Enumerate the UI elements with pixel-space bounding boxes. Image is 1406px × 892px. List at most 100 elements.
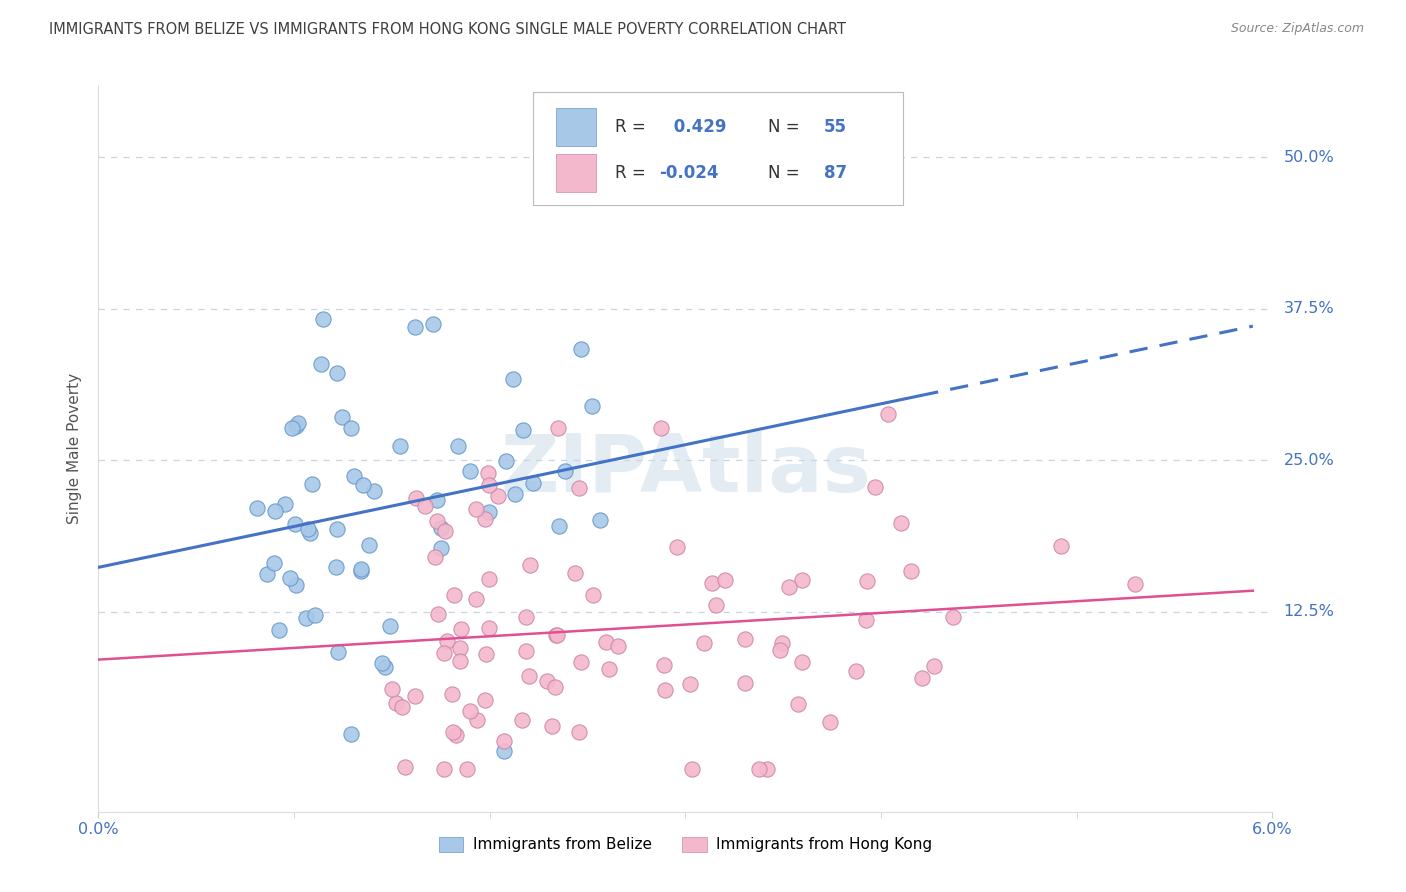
FancyBboxPatch shape <box>533 92 903 204</box>
Point <box>519 669 541 683</box>
Point <box>301 477 323 491</box>
Point <box>569 655 592 669</box>
Point <box>544 680 567 694</box>
Point <box>478 505 501 519</box>
Point <box>495 454 517 468</box>
Point <box>502 372 524 386</box>
Point <box>515 610 537 624</box>
Point <box>287 416 309 430</box>
Point <box>792 573 814 587</box>
Point <box>536 673 558 688</box>
Point <box>456 762 478 776</box>
Point <box>423 550 446 565</box>
Point <box>295 611 318 625</box>
Text: N =: N = <box>768 118 804 136</box>
Point <box>734 632 756 646</box>
Point <box>404 319 426 334</box>
Point <box>734 675 756 690</box>
Point <box>363 483 385 498</box>
Point <box>446 728 468 742</box>
Point <box>357 538 380 552</box>
Point <box>845 664 868 678</box>
Point <box>425 492 447 507</box>
Point <box>607 640 630 654</box>
Text: R =: R = <box>614 118 651 136</box>
Point <box>370 656 392 670</box>
Point <box>297 522 319 536</box>
Point <box>350 562 373 576</box>
Point <box>1050 539 1073 553</box>
Point <box>378 619 401 633</box>
Point <box>755 762 778 776</box>
Point <box>340 727 363 741</box>
Text: N =: N = <box>768 164 804 182</box>
Point <box>422 317 444 331</box>
Point <box>474 511 496 525</box>
Point <box>598 662 620 676</box>
Point <box>332 410 354 425</box>
Point <box>246 501 269 516</box>
Point <box>494 734 516 748</box>
Point <box>449 654 471 668</box>
Point <box>589 513 612 527</box>
Point <box>510 713 533 727</box>
Point <box>568 481 591 495</box>
Point <box>477 466 499 480</box>
Point <box>465 502 488 516</box>
Text: -0.024: -0.024 <box>659 164 718 182</box>
Point <box>650 421 672 435</box>
Point <box>381 682 404 697</box>
Point <box>564 566 586 580</box>
Point <box>492 744 515 758</box>
Point <box>474 693 496 707</box>
FancyBboxPatch shape <box>557 108 596 145</box>
Point <box>312 311 335 326</box>
Point <box>519 558 541 573</box>
Text: 50.0%: 50.0% <box>1284 150 1334 165</box>
Point <box>692 636 714 650</box>
Point <box>582 588 605 602</box>
Point <box>280 421 302 435</box>
Text: R =: R = <box>614 164 651 182</box>
Text: 87: 87 <box>824 164 846 182</box>
Point <box>486 489 509 503</box>
Point <box>458 464 481 478</box>
Point <box>326 645 349 659</box>
Point <box>350 564 373 578</box>
Point <box>430 521 453 535</box>
Point <box>284 516 307 531</box>
Point <box>405 491 427 505</box>
Point <box>339 421 361 435</box>
Point <box>820 714 842 729</box>
Point <box>786 697 808 711</box>
Text: 12.5%: 12.5% <box>1284 604 1334 619</box>
Point <box>652 657 675 672</box>
Point <box>770 636 793 650</box>
Text: Source: ZipAtlas.com: Source: ZipAtlas.com <box>1230 22 1364 36</box>
Text: ZIPAtlas: ZIPAtlas <box>501 431 870 509</box>
Point <box>274 497 297 511</box>
Text: 25.0%: 25.0% <box>1284 453 1334 467</box>
Point <box>433 524 456 539</box>
Point <box>425 514 447 528</box>
Point <box>474 647 496 661</box>
Y-axis label: Single Male Poverty: Single Male Poverty <box>67 373 83 524</box>
Point <box>704 599 727 613</box>
Point <box>863 480 886 494</box>
Point <box>285 578 308 592</box>
Point <box>748 762 770 776</box>
Point <box>464 591 486 606</box>
Point <box>443 588 465 602</box>
Point <box>450 640 472 655</box>
Point <box>256 567 278 582</box>
Point <box>263 557 285 571</box>
Point <box>890 516 912 530</box>
Point <box>478 477 501 491</box>
Point <box>394 760 416 774</box>
Point <box>595 634 617 648</box>
Point <box>478 573 501 587</box>
Point <box>299 525 322 540</box>
Point <box>404 689 426 703</box>
Point <box>515 643 537 657</box>
Point <box>546 628 568 642</box>
